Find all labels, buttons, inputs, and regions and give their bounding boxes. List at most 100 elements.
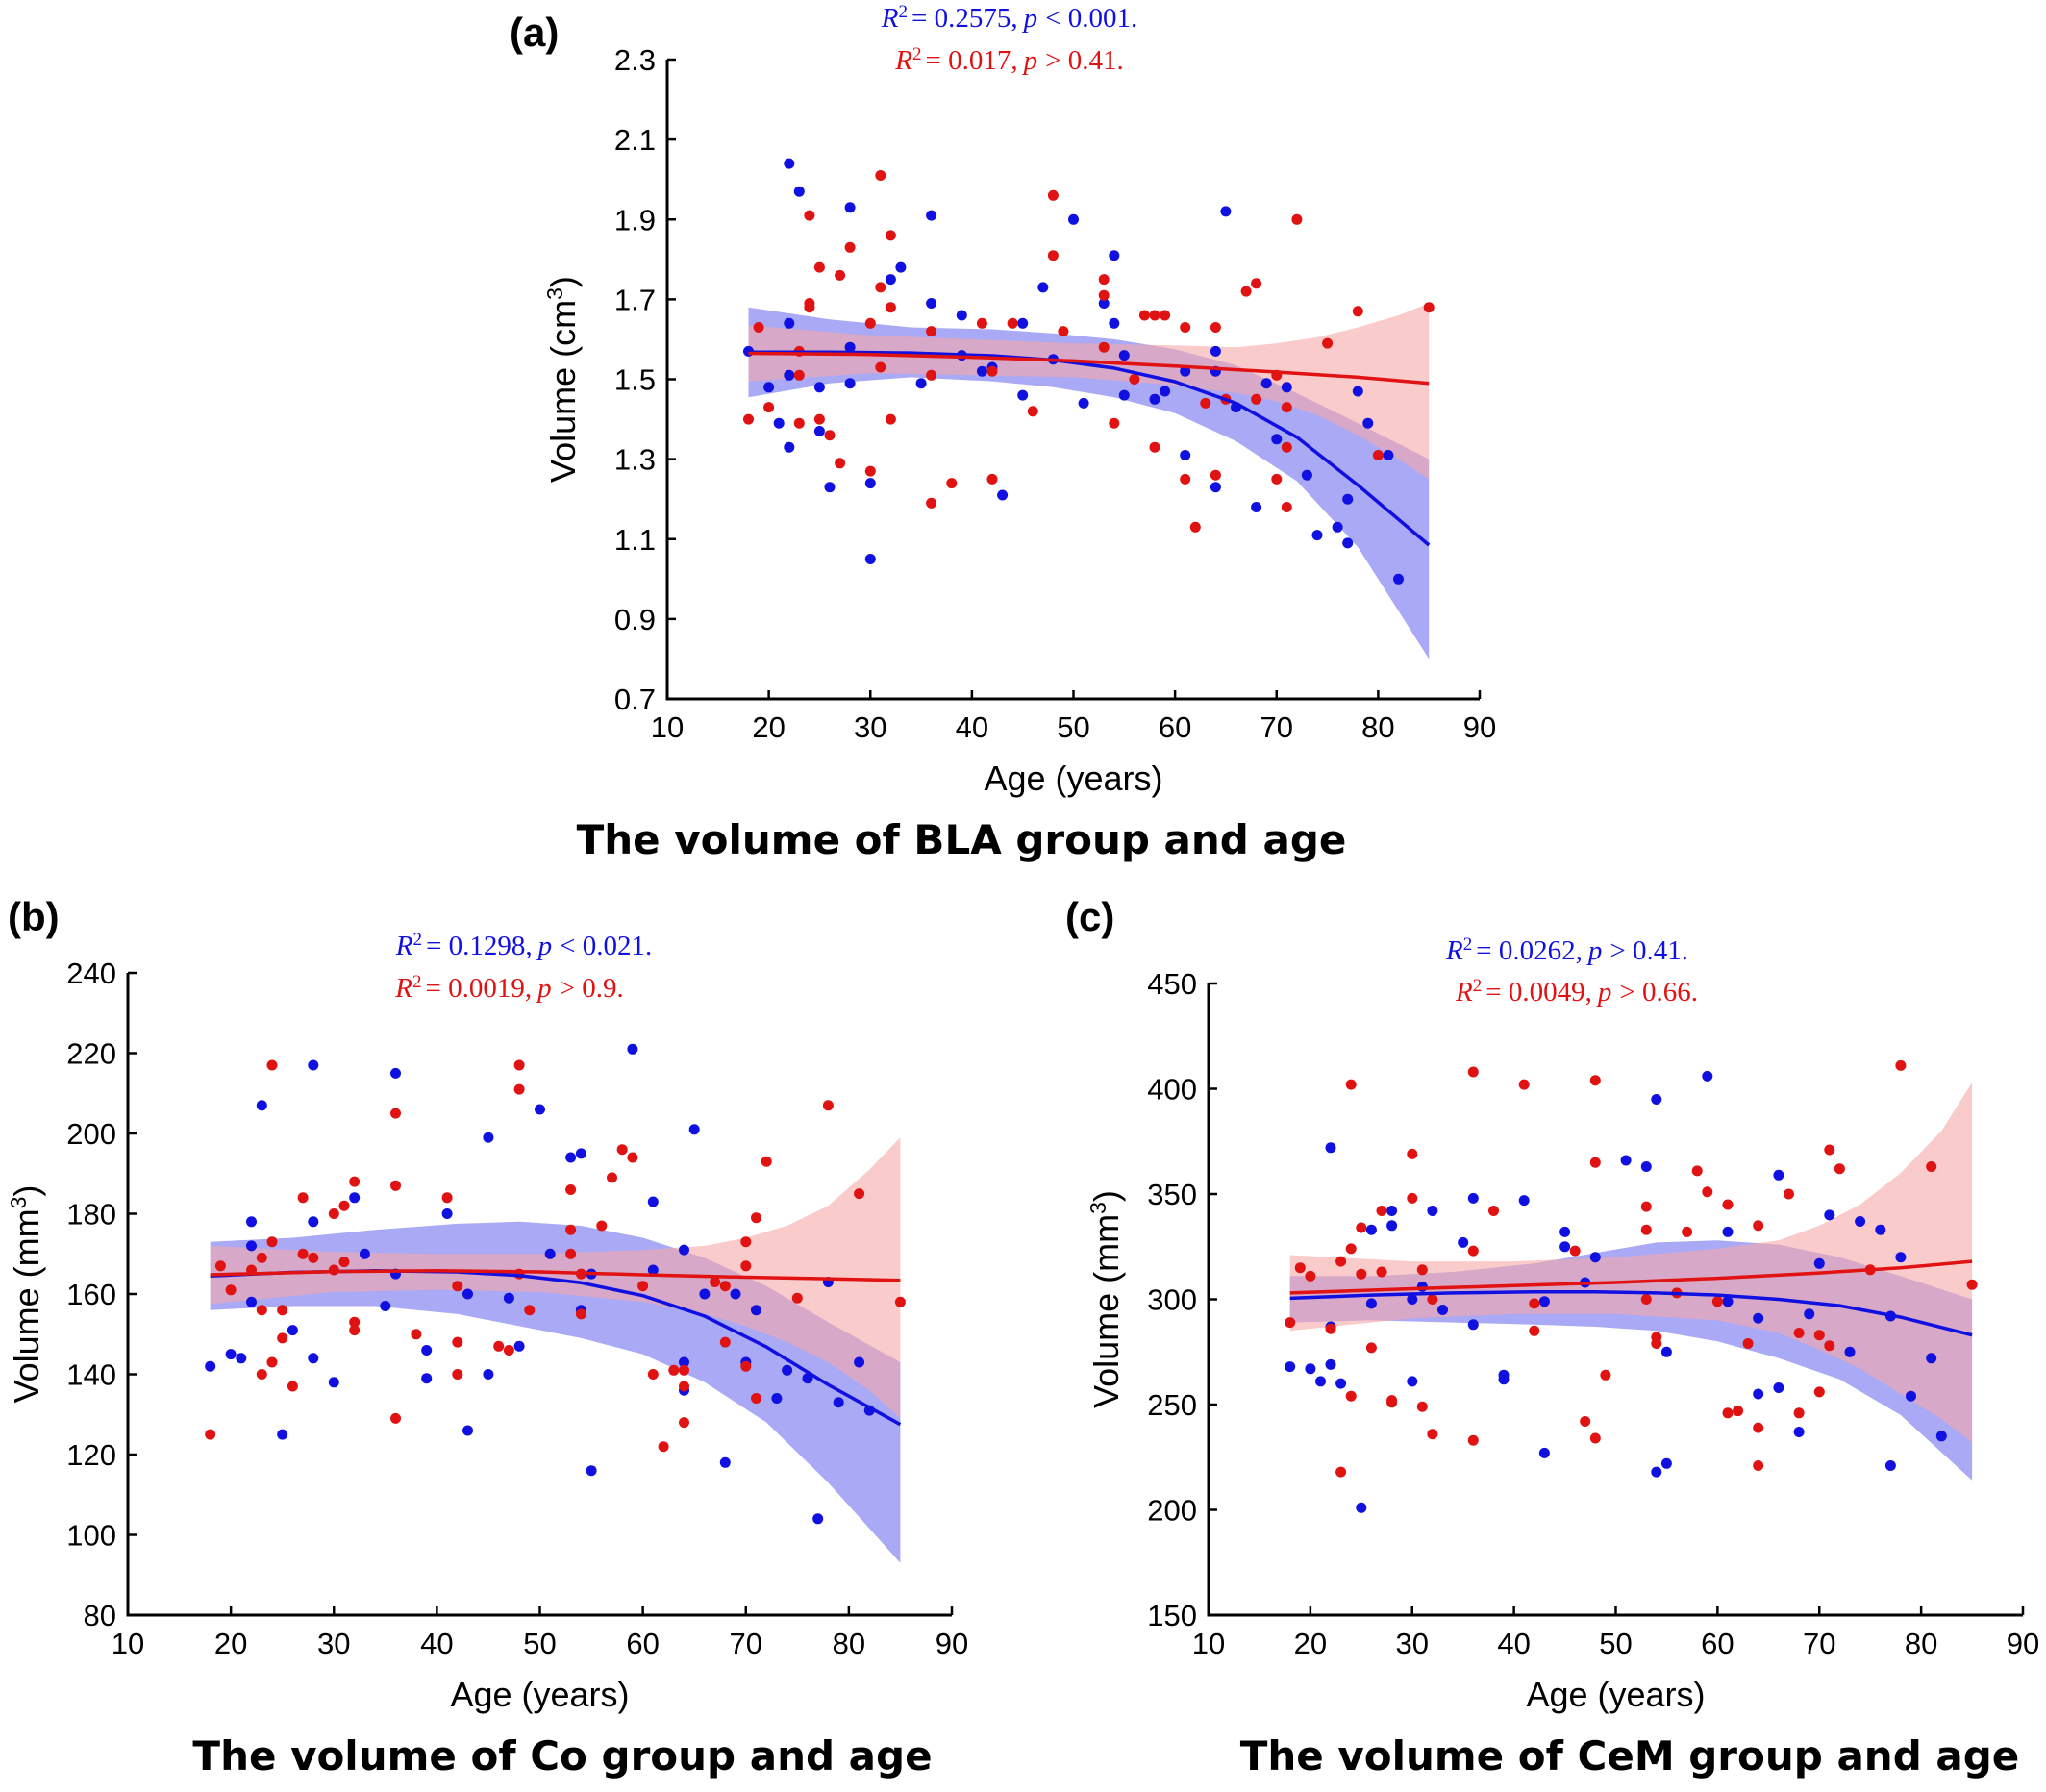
y-axis-label-close: ) (543, 276, 583, 287)
y-tick-label: 140 (66, 1358, 116, 1392)
blue-data-point (441, 1208, 453, 1219)
red-data-point (1180, 322, 1191, 333)
blue-data-point (1926, 1353, 1937, 1364)
red-data-point (647, 1369, 659, 1380)
x-tick-label: 30 (317, 1627, 350, 1660)
y-axis-label: Volume (cm3) (542, 276, 583, 483)
red-data-point (1098, 341, 1110, 353)
blue-data-point (997, 489, 1009, 501)
blue-data-point (1935, 1431, 1947, 1442)
blue-data-point (1824, 1209, 1835, 1221)
red-data-point (986, 473, 998, 485)
red-data-point (1251, 393, 1262, 405)
red-data-point (1427, 1429, 1438, 1440)
y-axis-label-superscript: 3 (542, 287, 567, 300)
blue-data-point (1589, 1252, 1601, 1263)
blue-data-point (1383, 450, 1394, 460)
y-tick-label: 200 (1147, 1494, 1197, 1528)
blue-data-point (1037, 282, 1049, 293)
blue-data-point (1702, 1070, 1713, 1082)
x-tick-label: 10 (651, 710, 684, 744)
red-data-point (1722, 1407, 1734, 1419)
x-tick-label: 40 (1497, 1627, 1530, 1660)
red-data-point (1281, 441, 1292, 453)
red-data-point (864, 317, 876, 329)
blue-data-point (1804, 1308, 1815, 1320)
stat-line-red: R2 = 0.017, p > 0.41. (894, 44, 1123, 77)
red-data-point (976, 317, 987, 329)
red-data-point (1200, 397, 1211, 409)
blue-data-point (1467, 1319, 1479, 1331)
blue-data-point (956, 310, 967, 321)
red-data-point (1427, 1294, 1438, 1305)
blue-data-point (1118, 389, 1130, 401)
y-tick-label: 2.1 (614, 123, 656, 157)
blue-data-point (483, 1132, 494, 1143)
red-data-point (390, 1412, 401, 1424)
red-data-point (710, 1277, 721, 1287)
stat-line-red: R2 = 0.0049, p > 0.66. (1455, 976, 1698, 1008)
blue-data-point (854, 1356, 865, 1368)
red-data-point (1488, 1206, 1499, 1216)
red-data-point (1753, 1460, 1764, 1471)
blue-data-point (513, 1340, 525, 1352)
y-tick-label: 160 (66, 1278, 116, 1311)
red-data-point (1640, 1224, 1652, 1235)
blue-data-point (575, 1148, 586, 1159)
p-value: < 0.021. (560, 931, 652, 961)
red-data-point (804, 210, 815, 221)
red-data-point (1824, 1340, 1835, 1352)
red-data-point (575, 1308, 586, 1320)
y-tick-label: 150 (1147, 1599, 1197, 1632)
blue-data-point (1362, 417, 1374, 429)
y-tick-label: 100 (66, 1519, 116, 1553)
p-symbol: p (1596, 977, 1612, 1008)
red-data-point (1824, 1144, 1835, 1156)
blue-data-point (1386, 1220, 1398, 1232)
y-tick-label: 1.3 (614, 443, 656, 477)
x-tick-label: 80 (1905, 1627, 1937, 1660)
red-data-point (668, 1364, 680, 1376)
red-data-point (627, 1152, 638, 1163)
red-data-point (763, 402, 775, 413)
red-data-point (1305, 1270, 1316, 1282)
blue-data-point (1538, 1447, 1550, 1458)
x-tick-label: 90 (2007, 1627, 2039, 1660)
red-data-point (1345, 1079, 1357, 1090)
blue-data-point (844, 378, 856, 389)
red-data-point (1651, 1338, 1662, 1349)
blue-data-point (462, 1425, 473, 1436)
red-data-point (1376, 1206, 1387, 1216)
stat-line-blue: R2 = 0.1298, p < 0.021. (395, 930, 652, 962)
blue-data-point (647, 1264, 659, 1276)
red-data-point (1589, 1157, 1601, 1168)
r2-superscript: 2 (912, 44, 922, 64)
blue-data-point (1498, 1374, 1510, 1385)
red-data-point (1160, 310, 1171, 321)
red-data-point (875, 282, 886, 293)
red-data-point (452, 1281, 463, 1292)
blue-data-point (1518, 1195, 1530, 1207)
red-data-point (1753, 1422, 1764, 1433)
x-axis-label: Age (years) (1526, 1675, 1705, 1714)
blue-data-point (503, 1292, 514, 1304)
blue-data-point (679, 1244, 689, 1256)
chart-caption: The volume of CeM group and age (1240, 1732, 2020, 1780)
blue-data-point (647, 1196, 659, 1207)
red-data-point (1281, 502, 1292, 512)
red-data-point (1386, 1395, 1398, 1406)
blue-data-point (1722, 1226, 1734, 1237)
r2-superscript: 2 (1463, 934, 1473, 955)
blue-data-point (246, 1296, 257, 1307)
blue-data-point (586, 1465, 597, 1477)
y-tick-label: 2.3 (614, 43, 656, 77)
p-symbol: p (1586, 935, 1603, 966)
blue-data-point (763, 382, 775, 393)
r2-symbol: R (894, 45, 912, 76)
blue-data-point (1281, 382, 1292, 393)
red-data-point (1733, 1406, 1744, 1417)
blue-data-point (844, 341, 856, 353)
red-data-point (256, 1305, 267, 1316)
y-axis-label-close: ) (1086, 1190, 1126, 1202)
stat-line-red: R2 = 0.0019, p > 0.9. (394, 972, 623, 1005)
